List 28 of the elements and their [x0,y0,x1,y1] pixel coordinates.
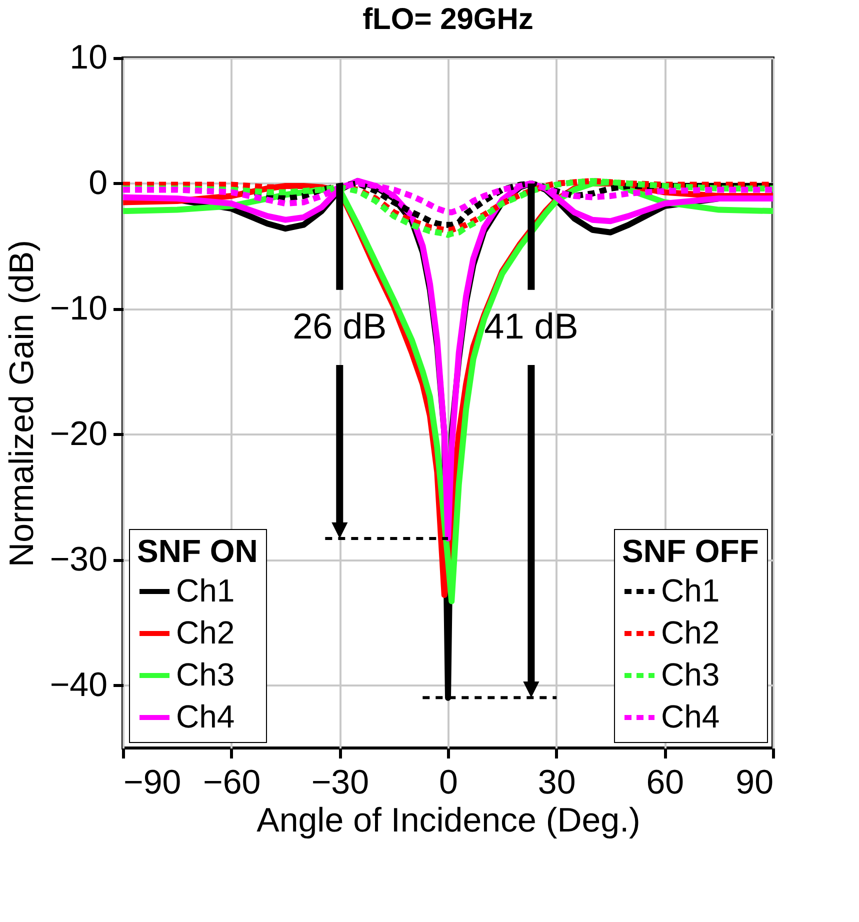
annotation: 26 dB [292,305,387,346]
x-tick-label: 90 [736,764,774,802]
y-tick-label: −20 [50,414,108,453]
x-tick-label: −90 [124,764,182,802]
y-axis-title: Normalized Gain (dB) [2,240,41,567]
legend-label: Ch2 [176,614,235,650]
annotation: 41 dB [484,305,578,346]
legend-label: Ch1 [661,572,720,608]
x-tick-label: −30 [311,764,370,802]
y-tick-label: −30 [50,540,108,578]
legend-label: Ch4 [176,698,235,734]
x-tick-label: −60 [202,764,261,802]
annotation: SNF OFF [622,533,759,569]
legend-label: Ch4 [661,698,720,734]
legend-label: Ch3 [176,656,235,692]
annotation: SNF ON [137,533,258,569]
legend-label: Ch3 [661,656,720,692]
y-tick-label: −40 [50,666,108,704]
y-tick-label: 10 [70,38,108,76]
x-axis-title: Angle of Incidence (Deg.) [256,802,640,840]
legend-label: Ch1 [176,572,235,608]
y-tick-label: −10 [50,289,108,328]
chart-title: fLO= 29GHz [362,3,534,36]
x-tick-label: 30 [538,764,576,802]
legend-label: Ch2 [661,614,720,650]
x-tick-label: 0 [439,764,458,802]
x-tick-label: 60 [646,764,684,802]
y-tick-label: 0 [88,164,108,202]
